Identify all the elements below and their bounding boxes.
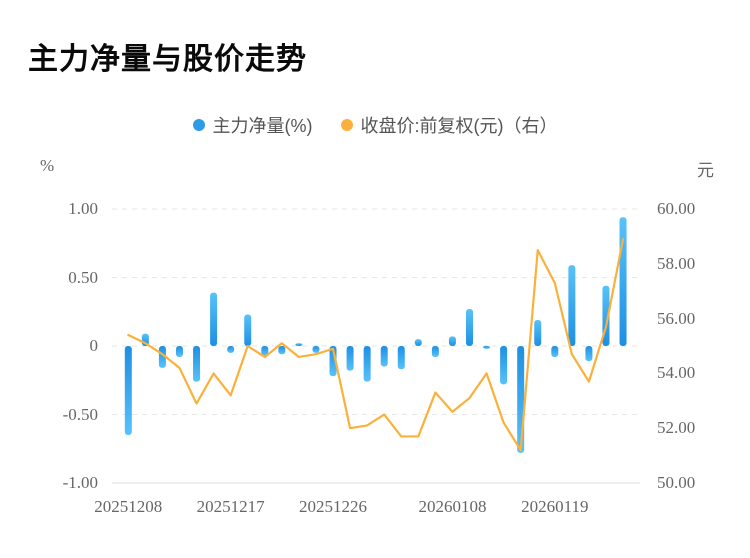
bar-main-net-volume — [466, 309, 473, 346]
left-axis-tick: 1.00 — [68, 199, 98, 218]
bar-main-net-volume — [363, 346, 371, 382]
left-axis-unit: % — [40, 156, 55, 175]
bar-main-net-volume — [568, 265, 576, 346]
bar-main-net-volume — [175, 346, 183, 357]
bar-main-net-volume — [585, 346, 593, 362]
bar-main-net-volume — [227, 346, 235, 353]
bar-main-net-volume — [534, 319, 542, 346]
right-axis-tick: 50.00 — [657, 473, 696, 492]
legend-dot-blue-icon — [192, 119, 205, 131]
bar-main-net-volume — [312, 346, 320, 353]
legend-dot-yellow-icon — [340, 119, 353, 131]
line-close-price — [127, 238, 625, 452]
right-axis-unit: 元 — [697, 161, 714, 180]
gridlines — [112, 208, 640, 484]
x-axis-tick: 20251217 — [196, 497, 265, 516]
right-axis-tick: 56.00 — [657, 308, 696, 328]
legend: 主力净量(%) 收盘价:前复权(元)（右） — [0, 112, 750, 138]
legend-item-main-net-volume[interactable]: 主力净量(%) — [192, 112, 313, 138]
bar-main-net-volume — [448, 336, 456, 346]
bar-main-net-volume — [193, 346, 201, 382]
bar-main-net-volume — [380, 346, 388, 367]
bar-main-net-volume — [414, 339, 422, 346]
x-axis-tick: 20260119 — [521, 497, 589, 516]
right-axis-tick: 60.00 — [657, 199, 696, 218]
bar-series — [124, 217, 627, 453]
x-axis-tick: 20251226 — [299, 497, 368, 516]
bar-main-net-volume — [431, 346, 439, 357]
left-axis-tick: -0.50 — [62, 404, 98, 424]
x-axis-tick: 20251208 — [94, 497, 163, 516]
right-axis-tick: 58.00 — [657, 253, 696, 273]
bar-main-net-volume — [346, 346, 354, 371]
line-series — [127, 238, 625, 452]
left-axis-tick: 0.50 — [68, 267, 98, 287]
bar-main-net-volume — [551, 346, 559, 357]
bar-main-net-volume — [483, 346, 491, 349]
left-axis-tick: -1.00 — [62, 473, 98, 492]
right-axis-tick: 52.00 — [657, 418, 696, 438]
right-axis-tick: 54.00 — [657, 363, 696, 383]
bar-main-net-volume — [124, 346, 132, 436]
bar-main-net-volume — [295, 343, 303, 346]
bar-main-net-volume — [517, 346, 525, 453]
bar-main-net-volume — [261, 346, 269, 356]
bar-main-net-volume — [158, 346, 166, 368]
left-axis-tick: 0 — [89, 336, 99, 355]
bar-main-net-volume — [500, 346, 508, 385]
bar-main-net-volume — [397, 346, 405, 370]
bar-main-net-volume — [278, 346, 286, 355]
legend-item-close-price[interactable]: 收盘价:前复权(元)（右） — [340, 112, 558, 138]
page-title: 主力净量与股价走势 — [28, 43, 307, 76]
legend-label: 主力净量(%) — [212, 116, 313, 136]
legend-label: 收盘价:前复权(元)（右） — [360, 116, 558, 136]
bar-main-net-volume — [619, 217, 627, 346]
bar-main-net-volume — [210, 292, 218, 346]
bar-main-net-volume — [244, 314, 252, 346]
x-axis-tick: 20260108 — [418, 497, 487, 516]
